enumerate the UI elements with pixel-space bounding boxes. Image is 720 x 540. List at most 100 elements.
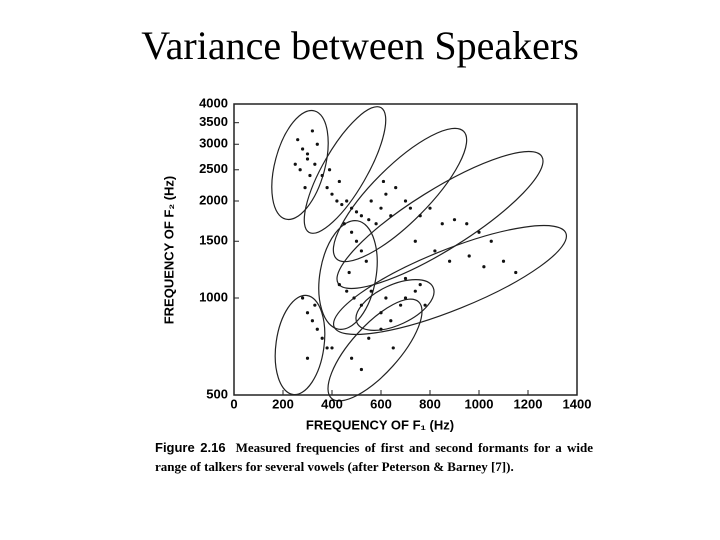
data-point (305, 356, 310, 360)
data-point (379, 311, 383, 315)
data-point (354, 210, 359, 214)
vowel-regions (271, 106, 568, 402)
data-point (345, 199, 349, 203)
data-point (305, 152, 310, 156)
data-point (310, 319, 314, 323)
data-point (367, 218, 371, 222)
data-point (369, 199, 373, 203)
x-tick-label: 800 (419, 396, 441, 411)
data-point (354, 239, 359, 243)
data-point (465, 222, 469, 226)
region (332, 224, 568, 336)
data-point (330, 192, 334, 196)
data-point (313, 303, 317, 307)
data-point (423, 303, 427, 307)
data-point (315, 327, 319, 331)
x-tick-label: 200 (272, 396, 294, 411)
data-point (352, 296, 356, 300)
data-point (452, 218, 457, 222)
data-point (330, 346, 334, 350)
data-point (501, 259, 506, 263)
data-point (381, 179, 386, 184)
data-point (350, 206, 354, 210)
data-point (433, 249, 437, 253)
data-point (367, 336, 371, 340)
x-tick-label: 400 (321, 396, 343, 411)
y-tick-label: 4000 (199, 95, 228, 110)
data-point (384, 192, 388, 196)
data-point (335, 199, 339, 203)
data-point (374, 222, 378, 226)
data-point (514, 270, 518, 275)
data-point (337, 283, 341, 287)
region (336, 150, 544, 290)
y-tick-label: 500 (206, 386, 228, 401)
data-point (293, 162, 297, 166)
x-tick-label: 1400 (563, 396, 592, 411)
data-point (399, 303, 403, 307)
region (318, 220, 378, 330)
data-point (359, 249, 363, 253)
data-point (320, 336, 324, 340)
data-point (440, 222, 444, 226)
data-point (448, 259, 452, 263)
y-tick-label: 3000 (199, 136, 228, 151)
data-point (467, 254, 471, 258)
x-tick-label: 600 (370, 396, 392, 411)
data-point (364, 259, 368, 263)
data-point (296, 138, 300, 142)
plot-frame (233, 103, 578, 396)
y-tick-label: 2500 (199, 161, 228, 176)
x-tick-label: 0 (230, 396, 237, 411)
data-point (477, 230, 481, 234)
data-point (305, 157, 310, 161)
x-axis-label: FREQUENCY OF F₁ (Hz) (306, 417, 454, 432)
data-point (413, 239, 417, 243)
data-point (403, 276, 408, 281)
region (303, 106, 387, 234)
data-point (320, 173, 324, 178)
data-point (340, 202, 344, 207)
caption-text: Measured frequencies of first and second… (155, 440, 594, 474)
y-tick-label: 2000 (199, 192, 228, 207)
data-point (489, 239, 493, 243)
data-point (298, 168, 302, 172)
data-point (482, 265, 486, 269)
region (271, 109, 329, 221)
data-point (313, 162, 317, 166)
data-point (389, 214, 393, 218)
region (332, 127, 468, 263)
data-point (303, 186, 307, 190)
region (355, 279, 435, 331)
data-point (379, 206, 383, 210)
data-point (403, 199, 408, 203)
data-point (347, 270, 351, 275)
y-tick-label: 3500 (199, 114, 228, 129)
data-point (428, 206, 432, 210)
x-tick-label: 1000 (465, 396, 494, 411)
data-point (359, 367, 363, 372)
y-axis-label: FREQUENCY OF F₂ (Hz) (161, 176, 176, 325)
data-point (359, 303, 363, 307)
data-point (394, 186, 398, 190)
data-point (369, 289, 373, 293)
data-point (389, 319, 393, 323)
data-point (305, 311, 310, 315)
data-point (403, 296, 408, 300)
data-point (359, 214, 363, 218)
data-point (384, 296, 388, 300)
data-point (418, 283, 422, 287)
y-tick-label: 1500 (199, 233, 228, 248)
data-point (379, 327, 383, 331)
data-point (308, 173, 312, 178)
caption-label: Figure 2.16 (155, 440, 226, 455)
data-point (345, 289, 349, 293)
y-tick-label: 1000 (199, 289, 228, 304)
figure-caption: Figure 2.16 Measured frequencies of first… (155, 438, 593, 476)
data-point (301, 296, 305, 300)
data-point (350, 230, 354, 234)
data-point (418, 214, 422, 218)
data-point (327, 168, 332, 172)
